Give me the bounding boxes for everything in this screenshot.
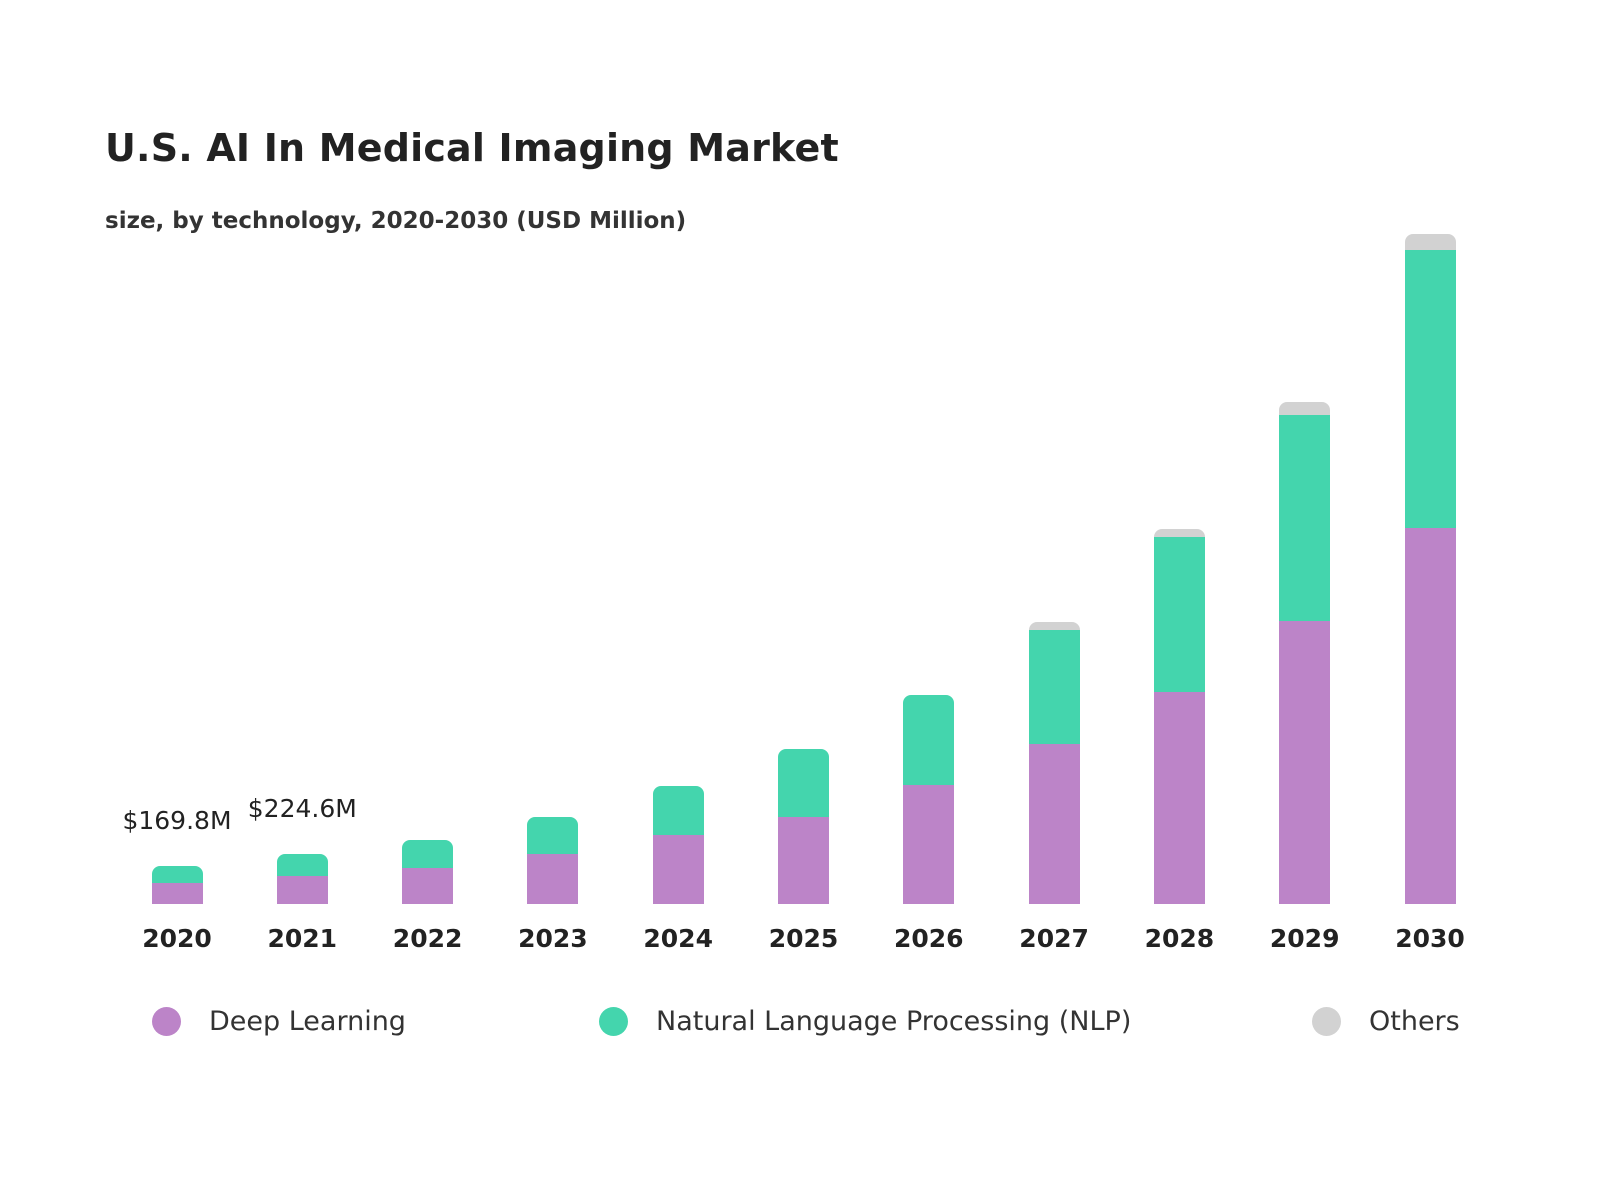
x-tick-label: 2021 bbox=[267, 924, 338, 953]
data-label-2020: $169.8M bbox=[122, 805, 232, 835]
x-tick-label: 2026 bbox=[894, 924, 964, 953]
bar-segment-nlp-2021 bbox=[276, 853, 328, 876]
x-tick-label: 2024 bbox=[643, 924, 713, 953]
bar-2028 bbox=[1153, 528, 1205, 904]
bar-segment-deep-learning-2021 bbox=[276, 875, 328, 904]
bar-2023 bbox=[527, 816, 579, 904]
bar-segment-deep-learning-2026 bbox=[903, 784, 955, 904]
bar-segment-nlp-2025 bbox=[778, 748, 829, 817]
bar-2025 bbox=[778, 748, 829, 904]
bar-2021 bbox=[276, 853, 328, 904]
x-tick-label: 2030 bbox=[1395, 924, 1465, 953]
legend-swatch-nlp bbox=[599, 1007, 628, 1036]
x-tick-label: 2023 bbox=[518, 924, 588, 953]
bar-segment-nlp-2030 bbox=[1404, 249, 1456, 528]
bar-segment-deep-learning-2025 bbox=[778, 816, 829, 904]
bar-segment-nlp-2024 bbox=[652, 785, 704, 835]
bar-segment-nlp-2028 bbox=[1153, 536, 1205, 692]
legend-swatch-deep-learning bbox=[152, 1007, 181, 1036]
bar-segment-deep-learning-2022 bbox=[402, 867, 454, 904]
bar-2030 bbox=[1404, 233, 1456, 904]
bar-2020 bbox=[151, 865, 203, 904]
bar-segment-others-2029 bbox=[1279, 402, 1331, 415]
chart-title: U.S. AI In Medical Imaging Market bbox=[105, 126, 839, 170]
bar-segment-deep-learning-2028 bbox=[1153, 691, 1205, 904]
bar-segment-nlp-2020 bbox=[151, 865, 203, 883]
bar-segment-deep-learning-2023 bbox=[527, 853, 579, 904]
x-tick-label: 2025 bbox=[768, 924, 839, 953]
bar-segment-nlp-2022 bbox=[402, 840, 454, 868]
legend-item-others: Others bbox=[1312, 1006, 1460, 1037]
legend-swatch-others bbox=[1312, 1007, 1341, 1036]
bar-segment-deep-learning-2024 bbox=[652, 834, 704, 904]
bar-segment-nlp-2029 bbox=[1279, 415, 1331, 622]
x-tick-label: 2027 bbox=[1019, 924, 1089, 953]
bar-segment-others-2027 bbox=[1028, 621, 1080, 630]
bar-2029 bbox=[1279, 402, 1331, 904]
chart-subtitle: size, by technology, 2020-2030 (USD Mill… bbox=[105, 208, 687, 234]
x-tick-label: 2029 bbox=[1269, 924, 1340, 953]
data-label-2021: $224.6M bbox=[247, 793, 357, 823]
bar-2027 bbox=[1028, 621, 1080, 904]
bar-2022 bbox=[402, 840, 454, 904]
bar-segment-deep-learning-2020 bbox=[151, 882, 203, 904]
bar-2024 bbox=[652, 785, 704, 904]
bar-segment-deep-learning-2030 bbox=[1404, 527, 1456, 904]
bar-segment-others-2028 bbox=[1153, 528, 1205, 537]
bar-segment-nlp-2026 bbox=[903, 695, 955, 785]
legend-item-nlp: Natural Language Processing (NLP) bbox=[599, 1006, 1131, 1037]
bar-segment-nlp-2023 bbox=[527, 816, 579, 854]
bar-2026 bbox=[903, 695, 955, 904]
x-tick-label: 2028 bbox=[1144, 924, 1215, 953]
bar-segment-nlp-2027 bbox=[1028, 629, 1080, 745]
x-tick-label: 2022 bbox=[392, 924, 463, 953]
bar-segment-deep-learning-2027 bbox=[1028, 744, 1080, 904]
legend-label: Natural Language Processing (NLP) bbox=[656, 1006, 1132, 1037]
x-tick-label: 2020 bbox=[142, 924, 212, 953]
legend-label: Deep Learning bbox=[209, 1006, 406, 1037]
bar-segment-others-2030 bbox=[1404, 233, 1456, 250]
legend-label: Others bbox=[1369, 1006, 1460, 1037]
bar-segment-deep-learning-2029 bbox=[1279, 621, 1331, 904]
legend-item-deep-learning: Deep Learning bbox=[152, 1006, 406, 1037]
